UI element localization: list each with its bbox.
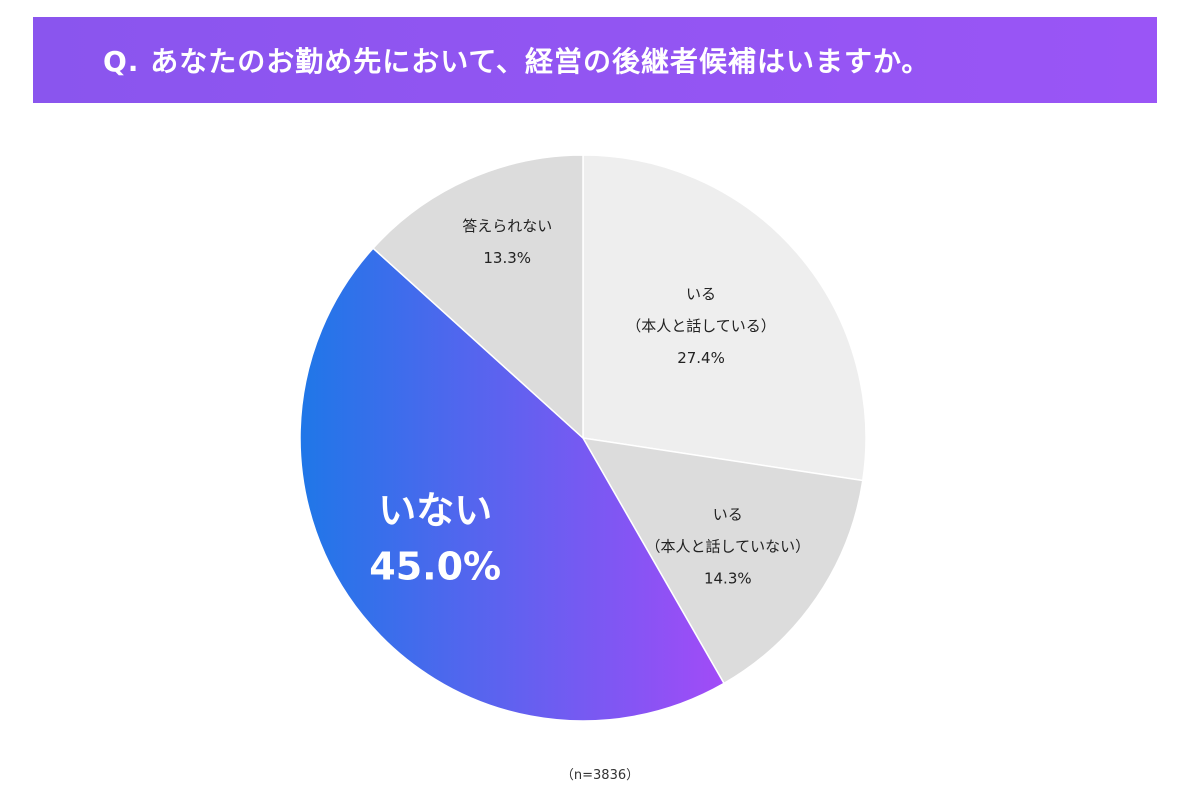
slice-value-3: 13.3% — [483, 249, 531, 267]
slice-value-1: 14.3% — [704, 570, 752, 588]
chart-title: Q. あなたのお勤め先において、経営の後継者候補はいますか。 — [103, 45, 931, 78]
title-banner: Q. あなたのお勤め先において、経営の後継者候補はいますか。 — [33, 17, 1157, 103]
pie-slice-0 — [582, 154, 867, 482]
slice-label-0-line-0: いる — [686, 285, 716, 303]
pie-slice-3 — [372, 154, 584, 440]
pie-labels: いる （本人と話している） 27.4% いる （本人と話していない） 14.3% いない 45… — [369, 217, 810, 589]
sample-size-note: （n=3836） — [560, 768, 640, 783]
slice-label-1-line-0: いる — [713, 506, 743, 524]
pie-slice-1 — [581, 437, 864, 685]
slice-label-1-line-1: （本人と話していない） — [646, 538, 811, 556]
slice-label-0-line-1: （本人と話している） — [626, 317, 776, 335]
slice-label-2-line-0: いない — [378, 489, 492, 533]
slice-label-3-line-0: 答えられない — [462, 217, 552, 235]
pie-slice-2 — [299, 247, 726, 722]
pie-slices — [299, 154, 867, 722]
slice-value-0: 27.4% — [677, 349, 725, 367]
slice-value-2: 45.0% — [369, 545, 501, 589]
